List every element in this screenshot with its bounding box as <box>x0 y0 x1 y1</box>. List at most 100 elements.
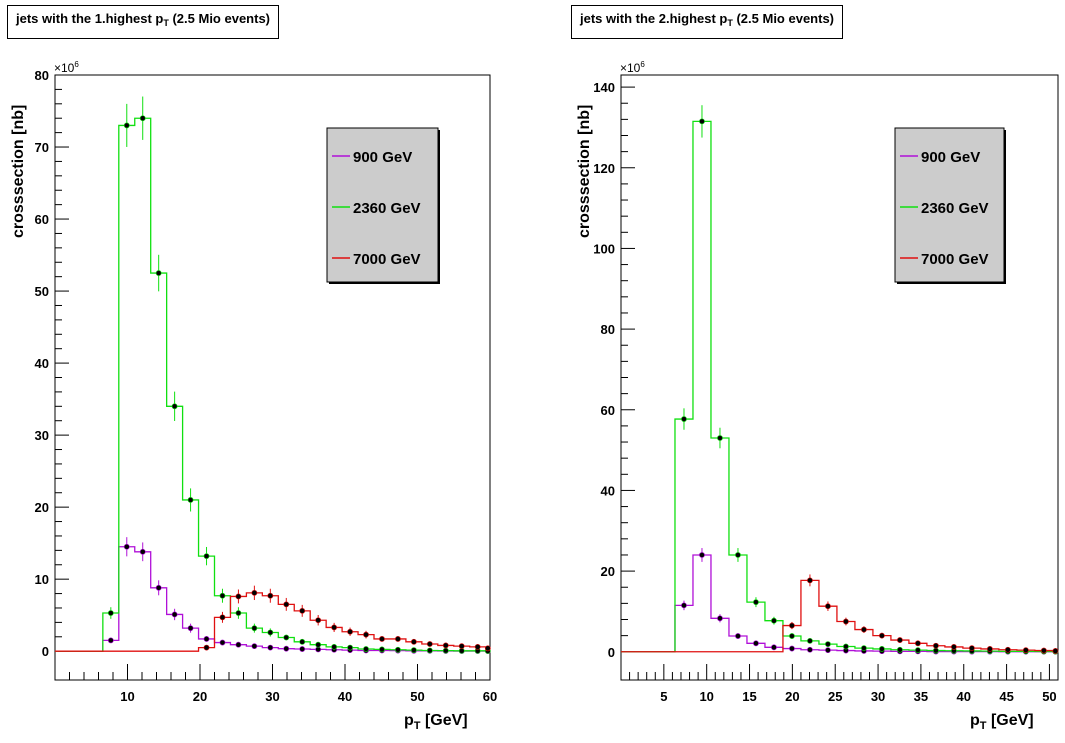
legend-label: 7000 GeV <box>353 251 421 268</box>
data-point <box>915 647 921 654</box>
data-point <box>363 646 369 652</box>
data-point <box>717 615 723 622</box>
chart-1-y-axis-title: crosssection [nb] <box>10 104 27 238</box>
data-point <box>203 644 210 651</box>
series-7000-gev <box>55 585 491 652</box>
data-point <box>123 122 130 129</box>
data-point <box>283 645 290 652</box>
data-point <box>735 633 741 639</box>
data-point <box>897 637 903 643</box>
data-point <box>379 646 385 653</box>
data-point <box>771 617 777 624</box>
data-point <box>107 610 114 616</box>
chart-2-x-axis-title: pT [GeV] <box>970 712 1034 732</box>
data-point <box>735 552 741 558</box>
legend-box <box>326 127 439 283</box>
data-point <box>1040 647 1047 654</box>
y-tick-label: 40 <box>35 356 49 371</box>
data-point <box>442 647 449 654</box>
data-point <box>825 647 831 654</box>
x-tick-label: 20 <box>193 689 207 704</box>
legend-box <box>894 127 1005 283</box>
data-point <box>932 647 939 654</box>
x-tick-label: 35 <box>914 689 928 704</box>
x-tick-label: 30 <box>871 689 885 704</box>
data-point <box>771 644 777 651</box>
chart-1-x-axis-title: pT [GeV] <box>404 712 468 732</box>
x-tick-label: 20 <box>785 689 799 704</box>
data-point <box>474 643 481 650</box>
chart-1-title: jets with the 1.highest pT (2.5 Mio even… <box>7 5 279 39</box>
data-point <box>861 645 867 652</box>
data-point <box>879 632 885 639</box>
data-point <box>251 643 258 650</box>
data-point <box>155 270 162 276</box>
data-point <box>235 610 242 616</box>
data-point <box>789 645 795 652</box>
series-900-gev <box>621 548 1059 655</box>
y-tick-label: 80 <box>35 68 49 83</box>
data-point <box>235 593 242 600</box>
series-7000-gev <box>621 574 1059 654</box>
data-point <box>753 599 759 606</box>
legend-label: 900 GeV <box>353 149 412 166</box>
data-point <box>171 403 178 410</box>
y-tick-label: 40 <box>601 483 615 498</box>
data-point <box>426 641 433 647</box>
x-tick-label: 30 <box>265 689 279 704</box>
data-point <box>251 589 258 596</box>
data-point <box>251 625 258 632</box>
x-tick-label: 10 <box>699 689 713 704</box>
data-point <box>410 647 417 654</box>
data-point <box>267 644 274 651</box>
x-tick-label: 50 <box>1042 689 1056 704</box>
data-point <box>123 543 130 550</box>
data-point <box>203 553 210 560</box>
data-point <box>315 641 322 648</box>
x-tick-label: 45 <box>999 689 1013 704</box>
data-point <box>968 645 975 652</box>
legend-label: 900 GeV <box>921 149 980 166</box>
histogram-line <box>55 546 490 652</box>
chart-2-y-axis-title: crosssection [nb] <box>576 104 593 238</box>
data-point <box>825 603 831 610</box>
histogram-line <box>621 120 1058 653</box>
chart-2-title: jets with the 2.highest pT (2.5 Mio even… <box>571 5 843 39</box>
data-point <box>458 643 465 650</box>
data-point <box>861 626 867 633</box>
legend-label: 7000 GeV <box>921 251 989 268</box>
data-point <box>187 625 194 632</box>
data-point <box>299 638 306 645</box>
data-point <box>219 592 226 599</box>
x-tick-label: 15 <box>742 689 756 704</box>
data-point <box>825 641 831 648</box>
data-point <box>379 636 385 642</box>
data-point <box>331 643 338 650</box>
y-tick-label: 120 <box>593 161 615 176</box>
data-point <box>203 636 210 642</box>
chart-1-y-exponent: ×106 <box>54 60 79 75</box>
y-tick-label: 10 <box>35 572 49 587</box>
x-tick-label: 25 <box>828 689 842 704</box>
data-point <box>171 611 178 618</box>
data-point <box>879 646 885 652</box>
data-point <box>699 118 705 125</box>
data-point <box>395 636 401 642</box>
data-point <box>139 548 146 555</box>
data-point <box>915 640 921 647</box>
data-point <box>484 645 491 652</box>
data-point <box>410 638 417 645</box>
data-point <box>267 629 274 636</box>
data-point <box>331 624 338 631</box>
y-tick-label: 100 <box>593 241 615 256</box>
data-point <box>267 592 274 599</box>
data-point <box>807 577 813 584</box>
data-point <box>155 584 162 591</box>
data-point <box>1022 647 1029 654</box>
y-tick-label: 20 <box>35 500 49 515</box>
data-point <box>283 601 290 608</box>
y-tick-label: 80 <box>601 322 615 337</box>
data-point <box>753 640 759 647</box>
histogram-line <box>621 579 1058 653</box>
